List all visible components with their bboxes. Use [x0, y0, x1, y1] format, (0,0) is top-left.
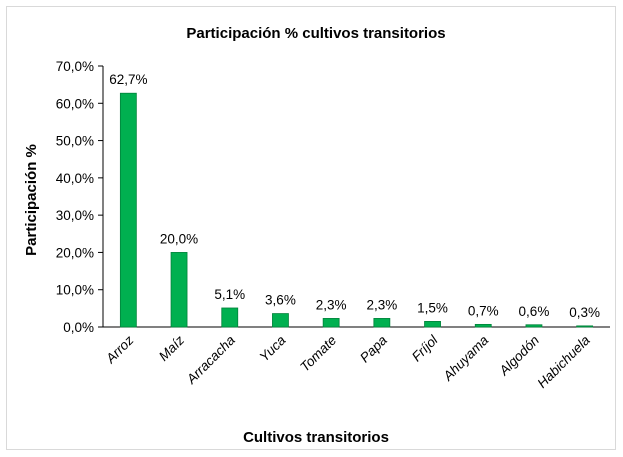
category-label: Ahuyama: [440, 332, 492, 384]
bars: [119, 92, 594, 328]
data-label: 0,6%: [519, 304, 550, 319]
bar-tomate: [322, 318, 340, 328]
bar-algodon: [525, 324, 543, 328]
bar-arracacha: [221, 307, 239, 328]
category-label: Yuca: [257, 332, 289, 364]
bar-papa: [373, 318, 391, 328]
category-label: Papa: [357, 332, 390, 365]
data-label: 0,3%: [569, 305, 600, 320]
chart-title: Participación % cultivos transitorios: [186, 25, 445, 42]
category-label: Maíz: [156, 332, 187, 363]
data-label: 2,3%: [366, 297, 397, 312]
y-tick-label: 70,0%: [56, 59, 94, 74]
y-axis: 0,0% 10,0% 20,0% 30,0% 40,0% 50,0% 60,0% 70,0%: [56, 59, 104, 335]
category-label: Arracacha: [183, 332, 238, 387]
category-label: Algodón: [496, 333, 542, 379]
bar-yuca: [272, 313, 289, 328]
data-label: 20,0%: [160, 231, 198, 246]
category-label: Habichuela: [534, 332, 593, 391]
data-label: 62,7%: [109, 72, 147, 87]
y-tick-label: 20,0%: [56, 245, 94, 260]
bar-arroz: [119, 92, 137, 328]
data-label: 0,7%: [468, 303, 499, 318]
x-axis-title: Cultivos transitorios: [243, 429, 389, 446]
y-tick-label: 50,0%: [56, 134, 94, 149]
y-tick-label: 10,0%: [56, 283, 94, 298]
category-label: Tomate: [297, 333, 339, 375]
y-tick-label: 60,0%: [56, 96, 94, 111]
y-tick-label: 30,0%: [56, 208, 94, 223]
data-label: 5,1%: [214, 287, 245, 302]
data-label: 1,5%: [417, 300, 448, 315]
category-label: Arroz: [102, 332, 136, 366]
data-labels: 62,7% 20,0% 5,1% 3,6% 2,3% 2,3% 1,5% 0,7% 0,6% 0,…: [109, 72, 600, 320]
category-label: Fríjol: [409, 332, 442, 365]
data-label: 2,3%: [316, 297, 347, 312]
bar-habichuela: [576, 325, 594, 328]
y-axis-title: Participación %: [23, 144, 40, 256]
bar-maiz: [170, 252, 188, 328]
bar-ahuyama: [474, 323, 492, 328]
data-label: 3,6%: [265, 293, 296, 308]
bar-frijol: [424, 321, 441, 328]
chart-frame: [6, 6, 616, 450]
y-tick-label: 40,0%: [56, 171, 94, 186]
y-tick-label: 0,0%: [63, 320, 94, 335]
